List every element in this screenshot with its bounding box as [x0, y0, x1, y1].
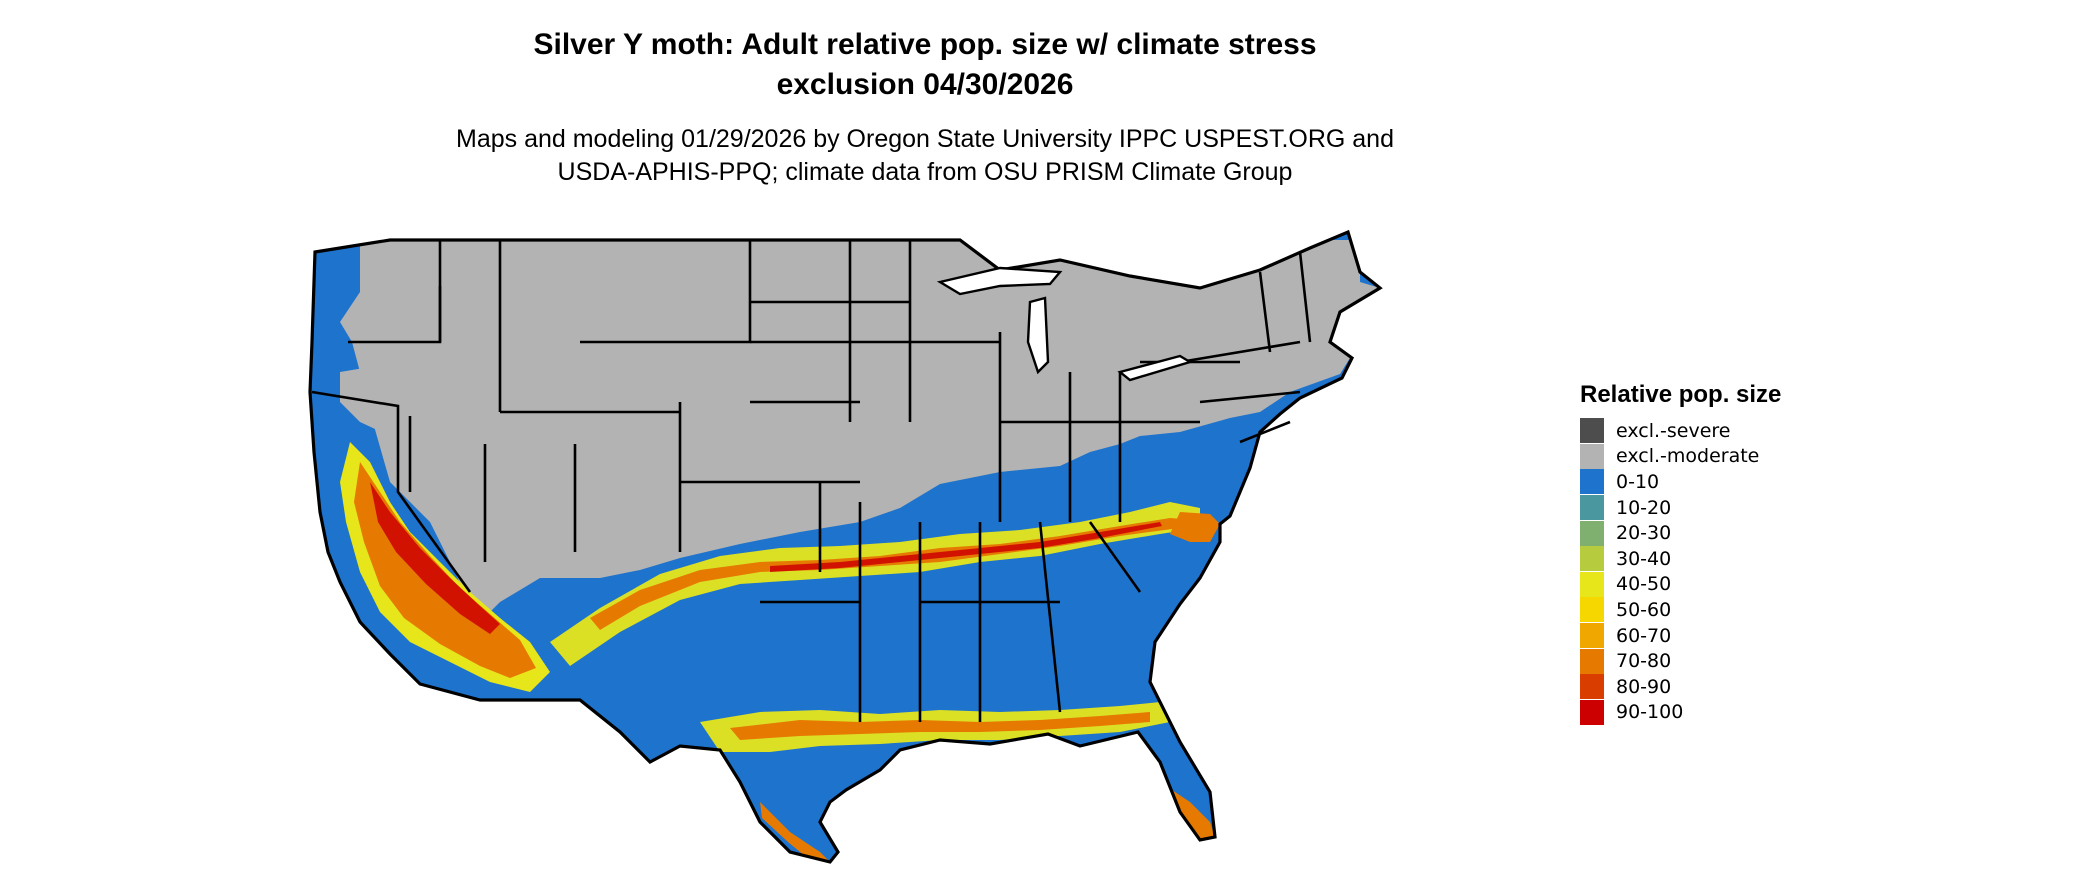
legend-item: 30-40 — [1580, 546, 1880, 572]
legend-item: excl.-moderate — [1580, 443, 1880, 470]
legend-swatch — [1580, 623, 1604, 649]
legend-label: 60-70 — [1616, 624, 1672, 647]
legend-swatch — [1580, 674, 1604, 700]
excl-patch-southwest — [410, 452, 490, 522]
legend-label: 50-60 — [1616, 598, 1672, 621]
map-subtitle-line-1: Maps and modeling 01/29/2026 by Oregon S… — [456, 125, 1394, 153]
legend-label: 0-10 — [1616, 470, 1660, 493]
legend-label: excl.-severe — [1616, 419, 1731, 442]
map-title-line-2: exclusion 04/30/2026 — [776, 68, 1074, 101]
lake-superior — [936, 266, 1063, 296]
border-midwest-states — [908, 240, 1240, 522]
state-borders — [311, 240, 1312, 722]
legend-swatch — [1580, 699, 1604, 725]
great-lakes — [936, 266, 1193, 382]
legend-label: excl.-moderate — [1616, 445, 1760, 468]
border-northeast-states — [1179, 251, 1312, 444]
legend-swatch — [1580, 571, 1604, 597]
legend-label: 70-80 — [1616, 650, 1672, 673]
legend-label: 20-30 — [1616, 522, 1672, 545]
map-subtitle-line-2: USDA-APHIS-PPQ; climate data from OSU PR… — [557, 158, 1293, 186]
legend-swatch — [1580, 546, 1604, 572]
legend-swatch — [1580, 597, 1604, 623]
legend-swatch — [1580, 469, 1604, 495]
legend-item: 60-70 — [1580, 623, 1880, 649]
legend-label: 10-20 — [1616, 496, 1672, 519]
excl-moderate-region — [340, 240, 1380, 632]
border-south-states — [760, 502, 1142, 722]
lake-erie — [1117, 354, 1193, 382]
us-map-svg — [308, 230, 1382, 864]
legend-item: 10-20 — [1580, 495, 1880, 521]
legend-swatch — [1580, 648, 1604, 674]
legend-swatch — [1580, 418, 1604, 444]
legend-swatch — [1580, 520, 1604, 546]
legend-swatch — [1580, 495, 1604, 521]
legend-item: 40-50 — [1580, 571, 1880, 598]
us-population-map — [300, 222, 1550, 892]
border-plains-states — [680, 240, 910, 572]
legend-items: excl.-severe excl.-moderate 0-10 10-20 20-30… — [1580, 418, 1880, 725]
hotspot-band-north-peak — [770, 522, 1162, 572]
hotspot-band-gulf-core — [730, 712, 1150, 740]
legend-label: 80-90 — [1616, 675, 1672, 698]
legend-item: 80-90 — [1580, 674, 1880, 700]
legend-item: 20-30 — [1580, 520, 1880, 546]
legend-label: 90-100 — [1616, 701, 1684, 724]
legend-item: 50-60 — [1580, 597, 1880, 623]
hotspot-atlantic — [1170, 512, 1220, 542]
legend-item: 70-80 — [1580, 648, 1880, 674]
legend-item: 0-10 — [1580, 469, 1880, 495]
legend-item: 90-100 — [1580, 699, 1880, 726]
legend-label: 40-50 — [1616, 573, 1672, 596]
legend-title: Relative pop. size — [1580, 381, 1782, 408]
lake-michigan — [1026, 296, 1050, 375]
legend-item: excl.-severe — [1580, 418, 1880, 444]
legend-swatch — [1580, 443, 1604, 469]
map-legend: Relative pop. size excl.-severe excl.-mod… — [1580, 380, 1880, 725]
legend-label: 30-40 — [1616, 547, 1672, 570]
hotspot-california-peak — [370, 482, 500, 634]
hotspot-texas-coast — [760, 802, 830, 862]
excl-patch-west — [340, 362, 460, 436]
map-title-line-1: Silver Y moth: Adult relative pop. size … — [533, 28, 1317, 61]
